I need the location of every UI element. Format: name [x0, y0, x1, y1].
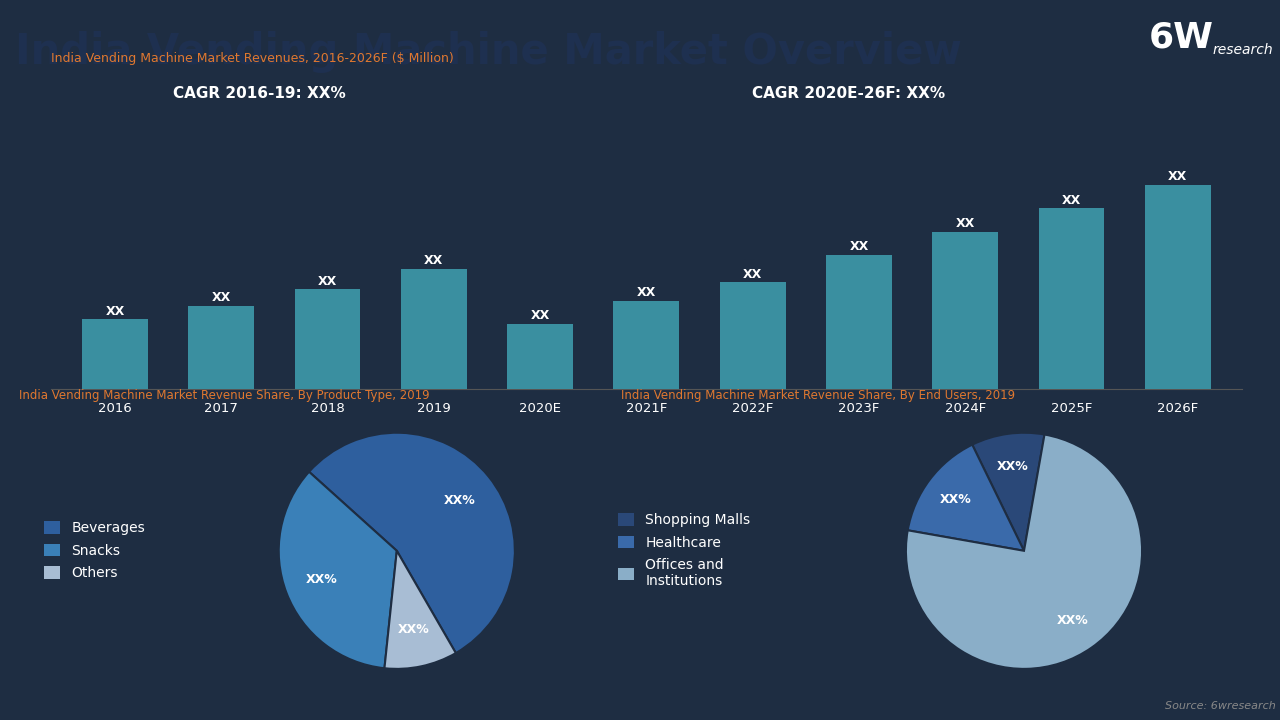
Bar	[826, 255, 892, 389]
Text: India Vending Machine Market Revenue Share, By Product Type, 2019: India Vending Machine Market Revenue Sha…	[19, 390, 430, 402]
Wedge shape	[908, 445, 1024, 551]
Legend: Beverages, Snacks, Others: Beverages, Snacks, Others	[44, 521, 145, 580]
Wedge shape	[973, 433, 1044, 551]
Text: India Vending Machine Market Revenues, 2016-2026F ($ Million): India Vending Machine Market Revenues, 2…	[51, 52, 454, 65]
Text: XX: XX	[850, 240, 869, 253]
Bar	[401, 269, 467, 389]
Text: XX: XX	[636, 286, 657, 299]
Bar	[188, 305, 255, 389]
Bar	[932, 232, 998, 389]
Text: XX: XX	[317, 274, 337, 287]
Text: XX: XX	[530, 309, 549, 323]
Bar	[1038, 209, 1105, 389]
Wedge shape	[906, 434, 1142, 669]
Wedge shape	[279, 472, 397, 668]
Text: XX%: XX%	[996, 460, 1028, 473]
Bar	[294, 289, 361, 389]
Text: XX: XX	[956, 217, 975, 230]
Text: India Vending Machine Market Revenue Share, By End Users, 2019: India Vending Machine Market Revenue Sha…	[621, 390, 1015, 402]
Text: XX%: XX%	[443, 494, 475, 507]
Text: XX%: XX%	[306, 573, 338, 586]
Legend: Shopping Malls, Healthcare, Offices and
Institutions: Shopping Malls, Healthcare, Offices and …	[618, 513, 750, 588]
Text: research: research	[1213, 43, 1274, 58]
Text: XX: XX	[1169, 171, 1188, 184]
Text: XX%: XX%	[398, 623, 429, 636]
Text: XX: XX	[211, 291, 230, 304]
Bar	[719, 282, 786, 389]
Text: India Vending Machine Market Overview: India Vending Machine Market Overview	[15, 31, 963, 73]
Text: Source: 6wresearch: Source: 6wresearch	[1165, 701, 1276, 711]
Text: CAGR 2020E-26F: XX%: CAGR 2020E-26F: XX%	[753, 86, 946, 101]
Bar	[613, 301, 680, 389]
Text: XX: XX	[744, 268, 763, 281]
Text: 6W: 6W	[1149, 21, 1213, 55]
Text: XX: XX	[1062, 194, 1082, 207]
Text: CAGR 2016-19: XX%: CAGR 2016-19: XX%	[173, 86, 346, 101]
Text: XX: XX	[424, 253, 443, 266]
Bar	[1144, 185, 1211, 389]
Bar	[82, 320, 148, 389]
Bar	[507, 324, 573, 389]
Text: XX: XX	[105, 305, 124, 318]
Text: XX%: XX%	[941, 493, 972, 506]
Wedge shape	[384, 551, 456, 669]
Text: XX%: XX%	[1057, 614, 1088, 627]
Wedge shape	[308, 433, 515, 653]
